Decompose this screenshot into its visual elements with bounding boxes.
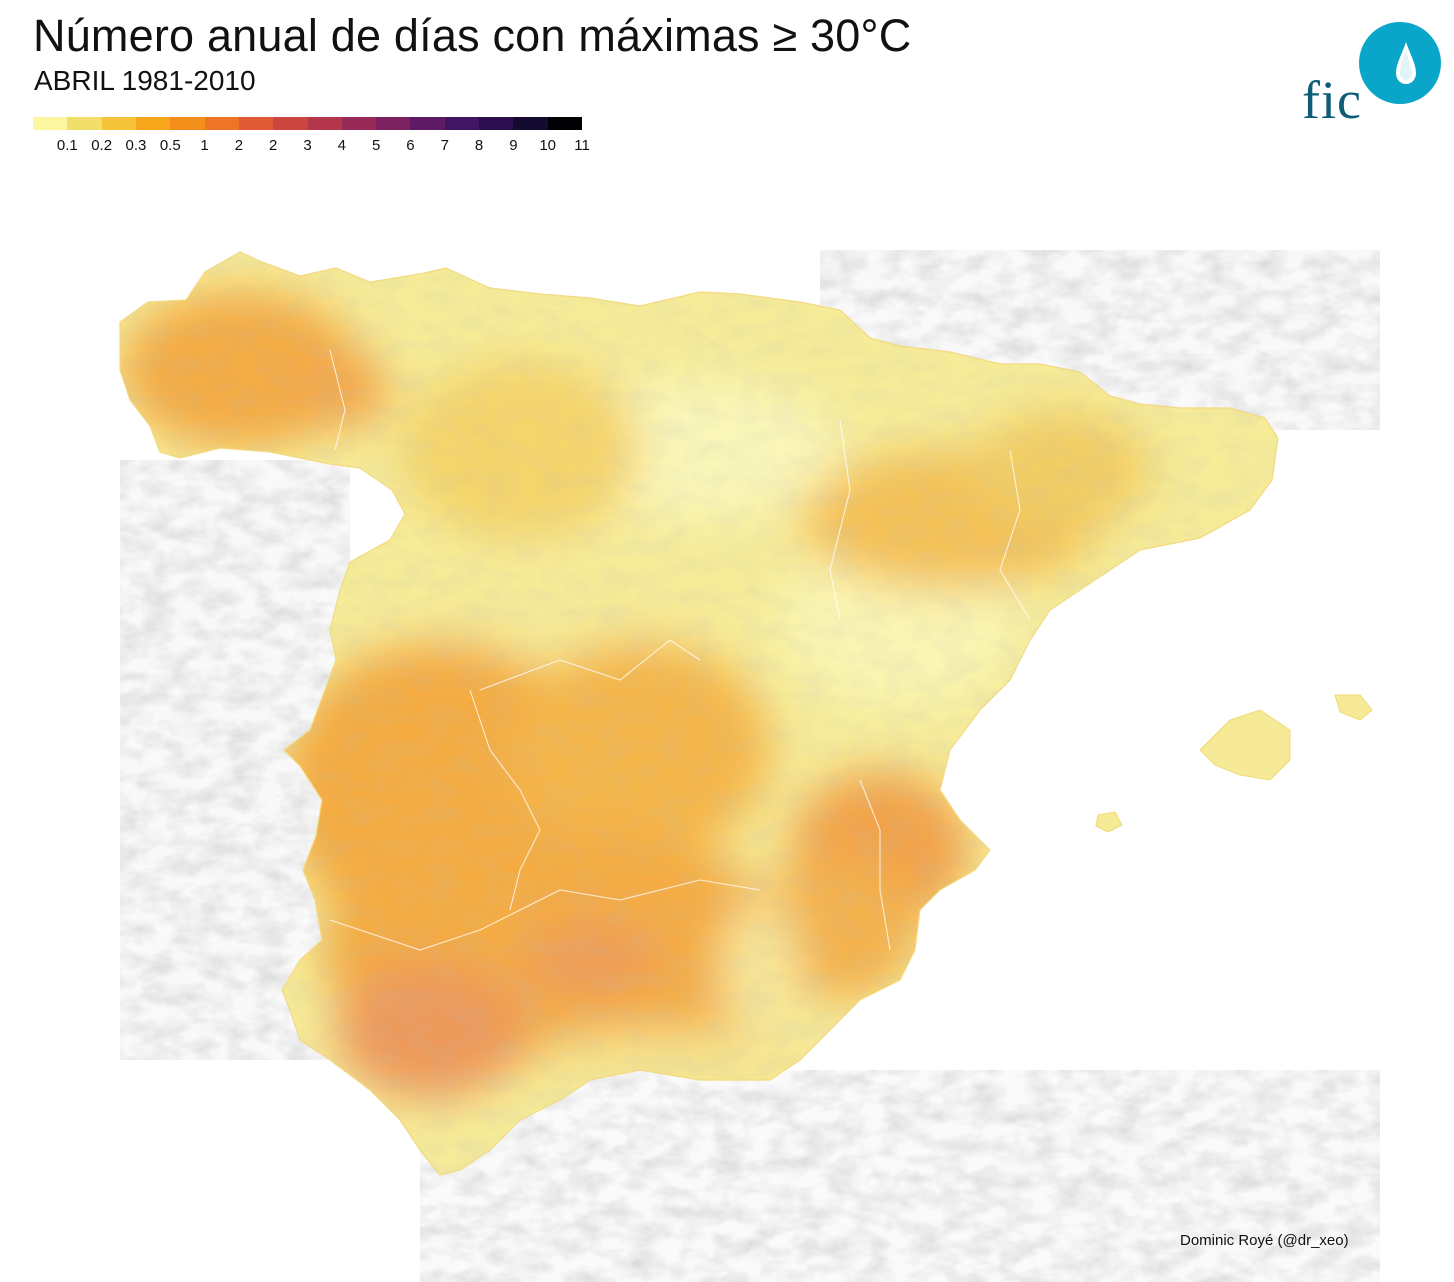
legend-swatch: [307, 117, 342, 130]
legend-tick-label: 0.3: [125, 137, 147, 154]
map-subtitle: ABRIL 1981-2010: [34, 65, 256, 96]
legend-swatch: [273, 117, 308, 130]
legend-swatch: [204, 117, 239, 130]
legend-swatch: [341, 117, 377, 130]
balearic-islands: [1095, 694, 1373, 833]
legend-tick-label: 4: [337, 137, 346, 154]
legend-swatch: [170, 117, 205, 130]
logo-text: fic: [1302, 70, 1362, 130]
color-legend: 0.1 0.2 0.3 0.5 1 2 2 3 4 5 6 7 8 9 10 11: [33, 117, 590, 167]
legend-tick-label: 2: [269, 137, 278, 154]
legend-swatch: [513, 117, 548, 130]
legend-tick-label: 11: [574, 137, 590, 154]
legend-swatch: [67, 117, 102, 130]
legend-tick-label: 2: [234, 137, 244, 154]
legend-tick-label: 5: [371, 137, 381, 154]
legend-swatch: [33, 117, 68, 130]
legend-tick-label: 6: [406, 137, 415, 154]
legend-swatch: [547, 117, 582, 130]
map-panel: [0, 190, 1454, 1282]
legend-swatch: [376, 117, 411, 130]
map-title: Número anual de días con máximas ≥ 30°C: [33, 10, 912, 61]
legend-tick-label: 1: [200, 137, 209, 154]
legend-tick-label: 3: [303, 137, 312, 154]
legend-tick-label: 9: [509, 137, 518, 154]
legend-tick-label: 10: [539, 137, 557, 154]
legend-tick-label: 0.5: [159, 137, 181, 154]
water-drop-icon: [1396, 42, 1416, 84]
legend-swatch: [238, 117, 274, 130]
fic-logo: fic: [1296, 20, 1446, 132]
legend-swatch: [135, 117, 171, 130]
legend-tick-label: 0.1: [56, 137, 78, 154]
legend-color-bar: [33, 117, 582, 130]
legend-swatch: [101, 117, 136, 130]
legend-tick-label: 0.2: [91, 137, 113, 154]
region-borders: [329, 349, 1031, 951]
author-credit: Dominic Royé (@dr_xeo): [1180, 1232, 1349, 1249]
legend-tick-label: 7: [440, 137, 449, 154]
legend-swatch: [479, 117, 514, 130]
legend-swatch: [410, 117, 445, 130]
legend-tick-labels: 0.1 0.2 0.3 0.5 1 2 2 3 4 5 6 7 8 9 10 11: [33, 137, 590, 157]
iberia-heat-map: [119, 250, 1380, 1282]
legend-tick-label: 8: [474, 137, 484, 154]
legend-swatch: [444, 117, 480, 130]
